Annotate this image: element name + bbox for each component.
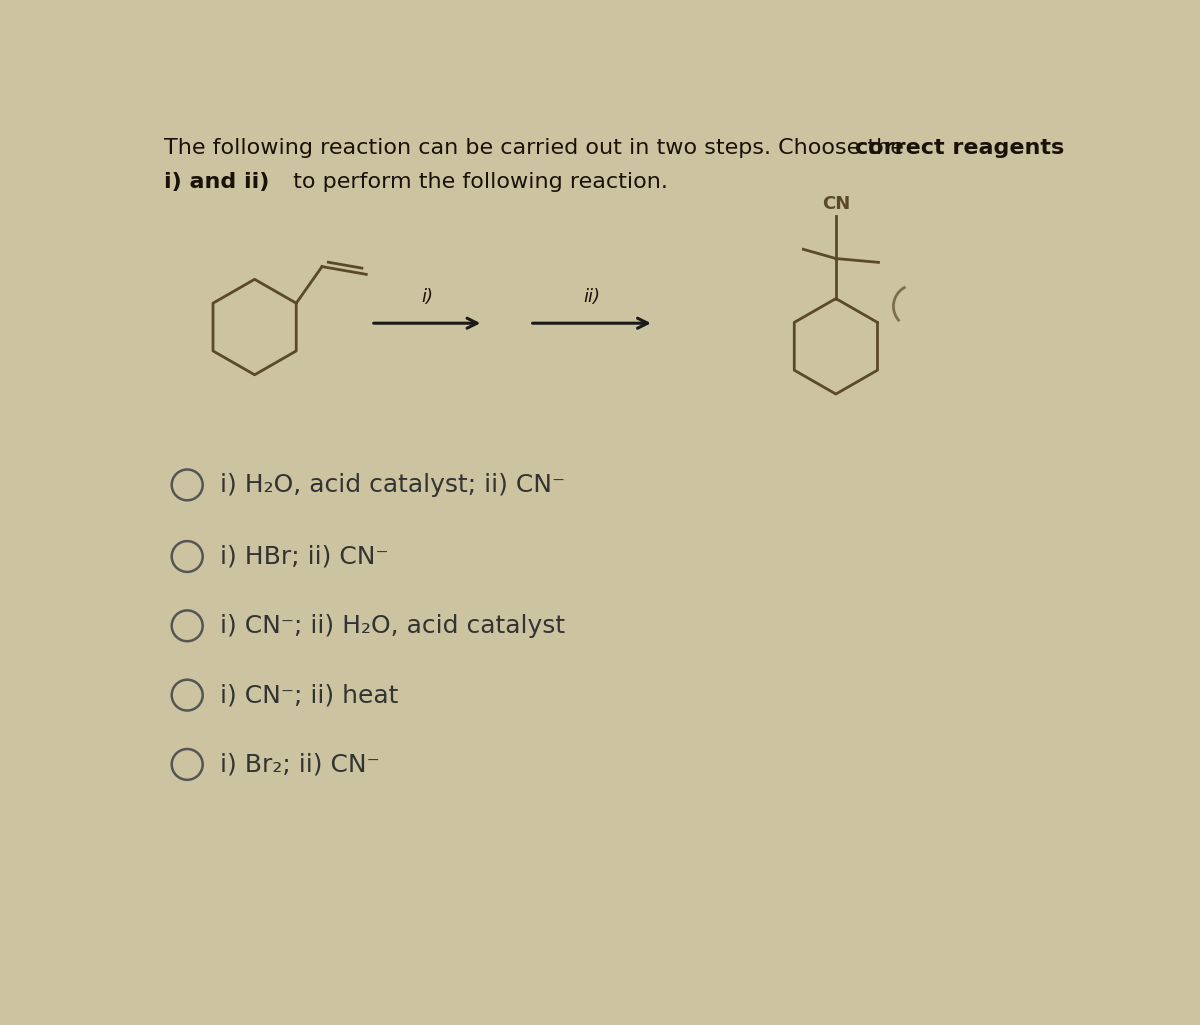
Text: i) CN⁻; ii) heat: i) CN⁻; ii) heat: [220, 683, 398, 707]
Text: i) HBr; ii) CN⁻: i) HBr; ii) CN⁻: [220, 544, 389, 569]
Text: correct reagents: correct reagents: [856, 138, 1064, 159]
Text: to perform the following reaction.: to perform the following reaction.: [286, 171, 667, 192]
Text: The following reaction can be carried out in two steps. Choose the: The following reaction can be carried ou…: [164, 138, 911, 159]
Text: i): i): [421, 288, 433, 306]
Text: CN: CN: [822, 195, 850, 213]
Text: ii): ii): [583, 288, 600, 306]
Text: i) CN⁻; ii) H₂O, acid catalyst: i) CN⁻; ii) H₂O, acid catalyst: [220, 614, 565, 638]
Text: i) Br₂; ii) CN⁻: i) Br₂; ii) CN⁻: [220, 752, 379, 776]
Text: i) H₂O, acid catalyst; ii) CN⁻: i) H₂O, acid catalyst; ii) CN⁻: [220, 473, 565, 497]
Text: i) and ii): i) and ii): [164, 171, 269, 192]
